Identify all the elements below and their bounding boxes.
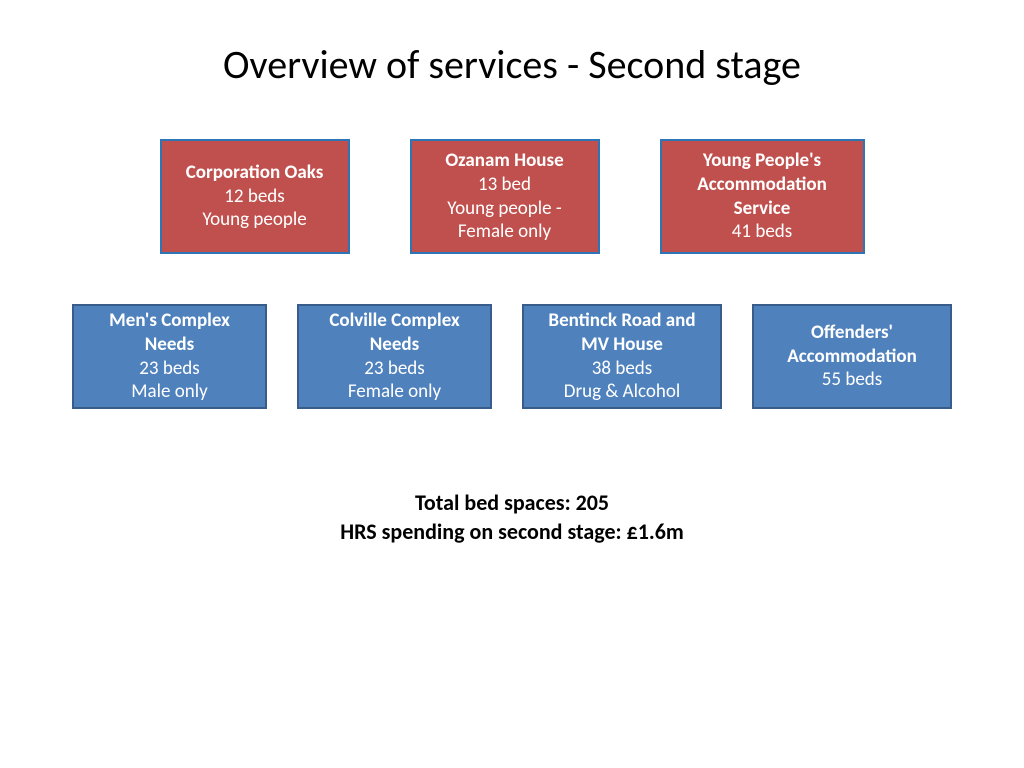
row-bottom: Men's Complex Needs23 bedsMale onlyColvi…	[0, 304, 1024, 409]
slide-title: Overview of services - Second stage	[0, 0, 1024, 139]
top-note-0: Young people	[202, 208, 306, 232]
bottom-name-0: Men's Complex Needs	[84, 309, 255, 357]
top-box-2: Young People's Accommodation Service41 b…	[660, 139, 865, 254]
summary-block: Total bed spaces: 205 HRS spending on se…	[0, 489, 1024, 546]
top-name-0: Corporation Oaks	[186, 161, 324, 185]
top-beds-1: 13 bed	[478, 173, 531, 197]
bottom-box-0: Men's Complex Needs23 bedsMale only	[72, 304, 267, 409]
bottom-box-3: Offenders' Accommodation55 beds	[752, 304, 952, 409]
bottom-beds-1: 23 beds	[364, 357, 424, 381]
bottom-note-0: Male only	[131, 380, 207, 404]
top-note-1: Young people - Female only	[422, 197, 588, 245]
summary-total-beds: Total bed spaces: 205	[0, 489, 1024, 518]
row-top: Corporation Oaks12 bedsYoung people Ozana…	[0, 139, 1024, 254]
top-name-2: Young People's Accommodation Service	[672, 149, 853, 220]
bottom-name-2: Bentinck Road and MV House	[534, 309, 710, 357]
bottom-name-3: Offenders' Accommodation	[764, 321, 940, 369]
bottom-box-2: Bentinck Road and MV House38 bedsDrug & …	[522, 304, 722, 409]
top-box-0: Corporation Oaks12 bedsYoung people	[160, 139, 350, 254]
top-box-1: Ozanam House13 bedYoung people - Female …	[410, 139, 600, 254]
top-beds-0: 12 beds	[224, 185, 284, 209]
summary-spending: HRS spending on second stage: £1.6m	[0, 518, 1024, 547]
bottom-box-1: Colville Complex Needs23 bedsFemale only	[297, 304, 492, 409]
bottom-note-2: Drug & Alcohol	[564, 380, 680, 404]
bottom-note-1: Female only	[348, 380, 441, 404]
bottom-beds-0: 23 beds	[139, 357, 199, 381]
bottom-beds-3: 55 beds	[822, 368, 882, 392]
top-beds-2: 41 beds	[732, 220, 792, 244]
bottom-beds-2: 38 beds	[592, 357, 652, 381]
bottom-name-1: Colville Complex Needs	[309, 309, 480, 357]
top-name-1: Ozanam House	[445, 149, 563, 173]
